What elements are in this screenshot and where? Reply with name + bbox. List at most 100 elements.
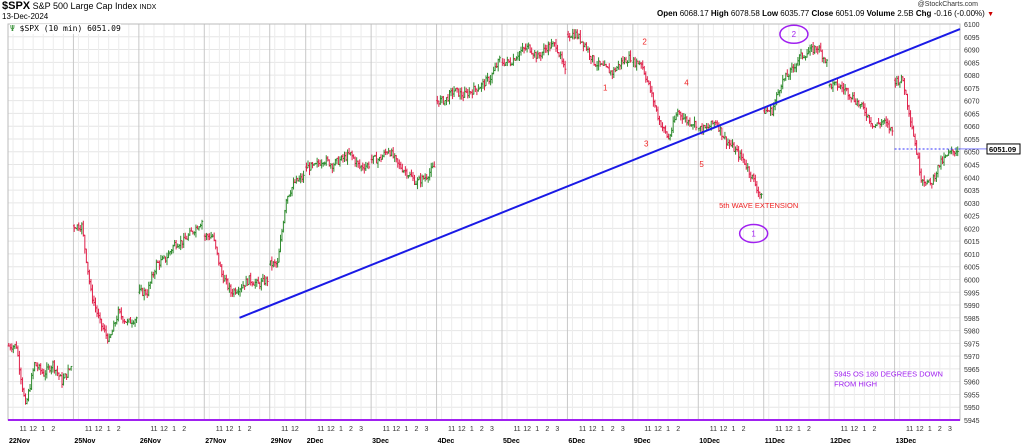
x-hour-label: 12 bbox=[654, 426, 662, 433]
x-hour-label: 2 bbox=[51, 426, 55, 433]
y-tick-label: 5965 bbox=[964, 367, 980, 374]
low-value: 6035.77 bbox=[780, 9, 810, 18]
symbol: $SPX bbox=[2, 0, 31, 12]
x-hour-label: 12 bbox=[850, 426, 858, 433]
low-label: Low bbox=[762, 9, 779, 18]
y-tick-label: 6055 bbox=[964, 137, 980, 144]
y-tick-label: 6060 bbox=[964, 124, 980, 131]
y-tick-label: 5975 bbox=[964, 341, 980, 348]
x-hour-label: 1 bbox=[238, 426, 242, 433]
x-hour-label: 2 bbox=[807, 426, 811, 433]
x-hour-label: 11 bbox=[579, 426, 586, 433]
x-hour-label: 11 bbox=[150, 426, 157, 433]
grid bbox=[7, 23, 960, 421]
x-hour-label: 12 bbox=[458, 426, 466, 433]
x-hour-label: 2 bbox=[414, 426, 418, 433]
x-day-label: 11Dec bbox=[765, 438, 785, 445]
x-day-label: 29Nov bbox=[271, 438, 292, 445]
chart-date: 13-Dec-2024 bbox=[2, 12, 49, 21]
ohlc-readout: Open 6068.17 High 6078.58 Low 6035.77 Cl… bbox=[657, 9, 994, 19]
copyright: @StockCharts.com bbox=[917, 1, 978, 8]
x-day-label: 25Nov bbox=[74, 438, 95, 445]
x-hour-label: 11 bbox=[775, 426, 782, 433]
open-value: 6068.17 bbox=[679, 9, 709, 18]
circled-wave-label: 2 bbox=[792, 30, 797, 39]
y-tick-label: 6095 bbox=[964, 35, 980, 42]
x-day-label: 3Dec bbox=[372, 438, 389, 445]
y-tick-label: 6080 bbox=[964, 73, 980, 80]
x-day-label: 12Dec bbox=[830, 438, 851, 445]
x-hour-label: 11 bbox=[841, 426, 848, 433]
high-label: High bbox=[710, 9, 729, 18]
x-hour-label: 1 bbox=[862, 426, 866, 433]
close-value: 6051.09 bbox=[835, 9, 865, 18]
x-hour-label: 3 bbox=[948, 426, 952, 433]
x-hour-label: 2 bbox=[938, 426, 942, 433]
x-day-label: 2Dec bbox=[307, 438, 324, 445]
x-hour-label: 3 bbox=[359, 426, 363, 433]
ohlc-bar-icon: Ψ bbox=[10, 24, 15, 33]
x-hour-label: 12 bbox=[95, 426, 103, 433]
y-tick-label: 6030 bbox=[964, 201, 980, 208]
high-value: 6078.58 bbox=[730, 9, 760, 18]
chg-label: Chg bbox=[915, 9, 932, 18]
y-tick-label: 6070 bbox=[964, 99, 980, 106]
x-hour-label: 2 bbox=[742, 426, 746, 433]
x-hour-label: 3 bbox=[555, 426, 559, 433]
x-hour-label: 11 bbox=[906, 426, 913, 433]
y-tick-label: 6020 bbox=[964, 226, 980, 233]
y-tick-label: 5960 bbox=[964, 380, 980, 387]
x-hour-label: 1 bbox=[107, 426, 111, 433]
x-hour-label: 12 bbox=[327, 426, 335, 433]
note-text: FROM HIGH bbox=[834, 380, 877, 389]
open-label: Open bbox=[657, 9, 678, 18]
x-hour-label: 3 bbox=[621, 426, 625, 433]
x-hour-label: 2 bbox=[349, 426, 353, 433]
x-hour-label: 1 bbox=[732, 426, 736, 433]
x-hour-label: 12 bbox=[916, 426, 924, 433]
trendline bbox=[239, 28, 961, 319]
y-tick-label: 5980 bbox=[964, 329, 980, 336]
y-tick-label: 6075 bbox=[964, 86, 980, 93]
x-hour-label: 1 bbox=[601, 426, 605, 433]
y-tick-label: 5995 bbox=[964, 290, 980, 297]
x-day-label: 6Dec bbox=[568, 438, 585, 445]
x-hour-label: 12 bbox=[29, 426, 37, 433]
x-hour-label: 3 bbox=[425, 426, 429, 433]
x-hour-label: 11 bbox=[710, 426, 717, 433]
wave-label: 1 bbox=[603, 83, 608, 92]
y-tick-label: 6090 bbox=[964, 48, 980, 55]
x-hour-label: 11 bbox=[644, 426, 651, 433]
last-price-label: 6051.09 bbox=[989, 145, 1016, 154]
y-tick-label: 6045 bbox=[964, 163, 980, 170]
x-hour-label: 11 bbox=[317, 426, 324, 433]
volume-value: 2.5B bbox=[897, 9, 914, 18]
x-day-label: 13Dec bbox=[896, 438, 917, 445]
wave-circle bbox=[738, 223, 769, 244]
close-label: Close bbox=[811, 9, 834, 18]
wave-circle bbox=[779, 24, 809, 44]
x-hour-label: 12 bbox=[523, 426, 531, 433]
x-hour-label: 11 bbox=[281, 426, 288, 433]
x-hour-label: 12 bbox=[392, 426, 400, 433]
y-tick-label: 6035 bbox=[964, 188, 980, 195]
x-day-label: 26Nov bbox=[140, 438, 161, 445]
last-price-box bbox=[986, 143, 1021, 155]
x-hour-label: 11 bbox=[85, 426, 92, 433]
x-hour-label: 2 bbox=[182, 426, 186, 433]
x-hour-label: 12 bbox=[785, 426, 793, 433]
x-hour-label: 11 bbox=[383, 426, 390, 433]
x-day-label: 5Dec bbox=[503, 438, 520, 445]
y-tick-label: 6010 bbox=[964, 252, 980, 259]
x-hour-label: 1 bbox=[928, 426, 932, 433]
wave-label: 4 bbox=[684, 78, 689, 87]
y-tick-label: 5990 bbox=[964, 303, 980, 310]
y-tick-label: 6025 bbox=[964, 214, 980, 221]
y-tick-label: 5985 bbox=[964, 316, 980, 323]
x-hour-label: 12 bbox=[226, 426, 234, 433]
price-bars bbox=[7, 28, 959, 405]
x-hour-label: 2 bbox=[117, 426, 121, 433]
wave-label: 2 bbox=[642, 37, 647, 46]
x-hour-label: 12 bbox=[291, 426, 299, 433]
